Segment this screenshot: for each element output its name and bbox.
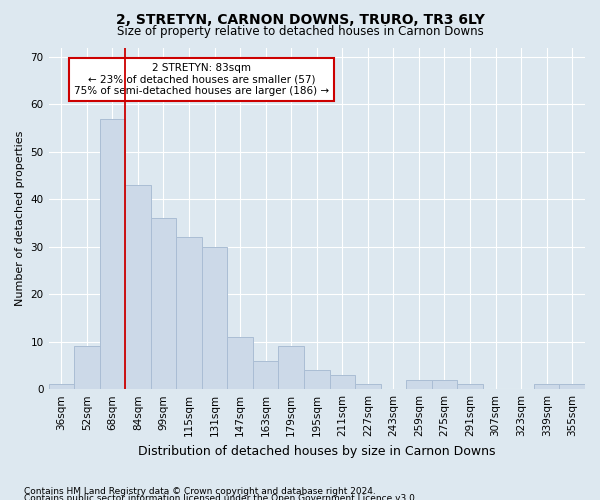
Bar: [253, 360, 278, 389]
Bar: [534, 384, 559, 389]
Bar: [559, 384, 585, 389]
Bar: [432, 380, 457, 389]
Bar: [74, 346, 100, 389]
Text: Size of property relative to detached houses in Carnon Downs: Size of property relative to detached ho…: [116, 25, 484, 38]
Bar: [100, 118, 125, 389]
Y-axis label: Number of detached properties: Number of detached properties: [15, 130, 25, 306]
Bar: [125, 185, 151, 389]
Bar: [329, 375, 355, 389]
Text: Contains public sector information licensed under the Open Government Licence v3: Contains public sector information licen…: [24, 494, 418, 500]
Bar: [406, 380, 432, 389]
X-axis label: Distribution of detached houses by size in Carnon Downs: Distribution of detached houses by size …: [138, 444, 496, 458]
Bar: [202, 247, 227, 389]
Text: Contains HM Land Registry data © Crown copyright and database right 2024.: Contains HM Land Registry data © Crown c…: [24, 488, 376, 496]
Bar: [304, 370, 329, 389]
Text: 2 STRETYN: 83sqm
← 23% of detached houses are smaller (57)
75% of semi-detached : 2 STRETYN: 83sqm ← 23% of detached house…: [74, 63, 329, 96]
Bar: [227, 337, 253, 389]
Bar: [151, 218, 176, 389]
Bar: [49, 384, 74, 389]
Bar: [176, 238, 202, 389]
Bar: [278, 346, 304, 389]
Bar: [457, 384, 483, 389]
Text: 2, STRETYN, CARNON DOWNS, TRURO, TR3 6LY: 2, STRETYN, CARNON DOWNS, TRURO, TR3 6LY: [116, 12, 484, 26]
Bar: [355, 384, 380, 389]
